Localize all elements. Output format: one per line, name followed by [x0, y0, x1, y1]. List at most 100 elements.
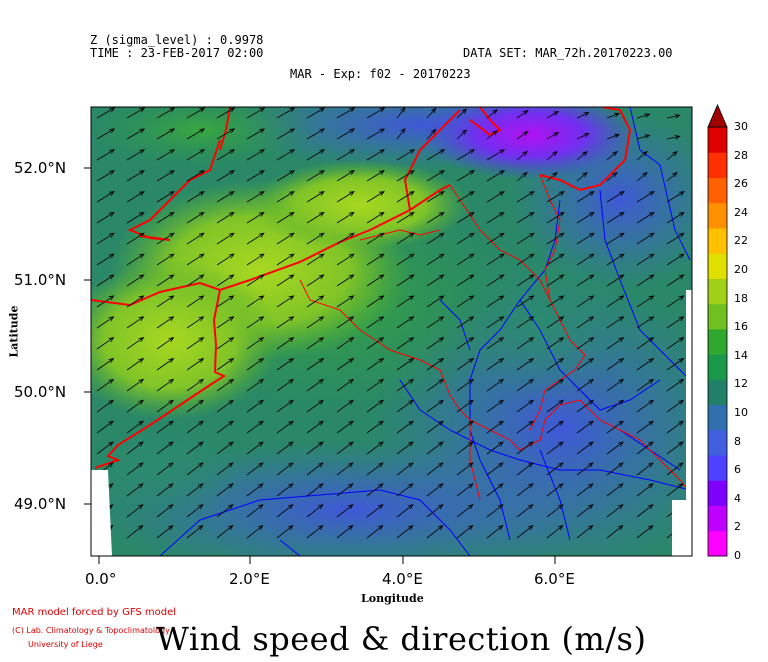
wind-arrow: [636, 150, 648, 161]
wind-arrow: [486, 316, 505, 329]
wind-arrow: [276, 170, 295, 182]
wind-arrow: [186, 211, 205, 224]
wind-arrow: [516, 336, 535, 350]
wind-arrow: [516, 131, 529, 140]
wind-arrow: [486, 274, 505, 287]
wind-arrow: [606, 133, 621, 140]
wind-arrow: [276, 357, 295, 371]
wind-arrow: [306, 295, 325, 308]
wind-arrow: [576, 524, 594, 539]
wind-arrow: [216, 107, 236, 119]
wind-arrow: [186, 524, 204, 539]
wind-arrow: [576, 399, 595, 413]
wind-arrow: [126, 420, 144, 434]
wind-arrow: [96, 232, 115, 245]
wind-arrow: [516, 253, 535, 266]
wind-arrow: [576, 295, 595, 308]
wind-arrow: [396, 378, 415, 392]
wind-arrow: [306, 462, 324, 476]
wind-arrow: [606, 253, 625, 266]
wind-arrow: [486, 109, 498, 119]
wind-arrow: [276, 504, 294, 518]
wind-arrow: [276, 295, 295, 308]
wind-arrow: [426, 149, 446, 161]
axis-ticks: [84, 167, 556, 564]
wind-arrow: [336, 524, 354, 539]
wind-arrow: [666, 378, 685, 392]
colorbar-label: 8: [734, 434, 741, 448]
wind-arrow: [666, 114, 681, 119]
wind-arrow: [456, 504, 474, 518]
colorbar-swatch: [708, 227, 727, 254]
wind-arrow: [426, 420, 444, 434]
y-tick-label: 50.0°N: [14, 383, 67, 401]
wind-arrow: [396, 316, 415, 329]
wind-arrow: [486, 253, 505, 266]
wind-arrow: [186, 357, 205, 371]
wind-arrow: [576, 132, 590, 140]
wind-arrow: [246, 107, 266, 119]
wind-arrow: [666, 462, 684, 476]
wind-arrow: [96, 211, 115, 224]
wind-arrow: [486, 462, 504, 476]
wind-arrow: [96, 253, 115, 266]
wind-arrow: [366, 524, 384, 539]
wind-arrow: [636, 232, 655, 245]
wind-arrow: [516, 462, 534, 476]
colorbar-label: 12: [734, 377, 748, 391]
wind-arrow: [666, 420, 684, 434]
wind-arrow: [216, 462, 234, 476]
wind-arrow: [276, 336, 295, 350]
wind-arrow: [426, 357, 445, 371]
wind-arrow: [306, 253, 325, 266]
wind-arrow: [606, 462, 624, 476]
wind-arrow: [126, 378, 145, 392]
wind-arrow: [636, 524, 654, 539]
plot-title: Wind speed & direction (m/s): [156, 620, 647, 658]
wind-arrow: [426, 441, 444, 455]
colorbar-label: 16: [734, 320, 748, 334]
wind-arrow: [366, 295, 385, 308]
wind-arrow: [336, 504, 354, 518]
wind-arrow: [546, 232, 565, 245]
wind-arrow: [606, 420, 624, 434]
colorbar-swatch: [708, 505, 727, 532]
wind-arrow: [96, 107, 116, 119]
time-label: TIME : 23-FEB-2017 02:00: [90, 46, 264, 60]
wind-arrow: [246, 357, 265, 371]
wind-arrow: [246, 128, 266, 140]
wind-arrow: [96, 149, 116, 161]
wind-arrow: [456, 274, 475, 287]
wind-arrow: [96, 336, 115, 350]
wind-arrow: [336, 399, 355, 413]
wind-arrow: [426, 211, 445, 224]
wind-arrow: [96, 128, 116, 140]
wind-arrow: [276, 253, 295, 266]
wind-arrow: [306, 211, 325, 224]
wind-arrow: [216, 357, 235, 371]
wind-arrow: [366, 316, 385, 329]
wind-arrow: [396, 170, 415, 182]
wind-arrow: [516, 211, 535, 224]
y-tick-label: 51.0°N: [14, 271, 67, 289]
wind-arrow: [366, 149, 386, 161]
wind-arrow: [426, 107, 437, 119]
wind-arrow: [246, 336, 265, 350]
wind-arrow: [246, 190, 265, 203]
wind-arrow: [576, 111, 590, 119]
wind-arrow: [366, 128, 386, 140]
wind-arrow: [636, 171, 648, 182]
wind-arrow: [666, 232, 685, 245]
wind-arrow: [186, 128, 206, 140]
wind-arrow: [126, 504, 144, 518]
wind-arrow: [426, 336, 445, 350]
wind-arrow: [516, 441, 534, 455]
wind-arrow: [426, 524, 444, 539]
colorbar-label: 2: [734, 520, 741, 534]
wind-arrow: [456, 253, 475, 266]
wind-arrow: [366, 232, 385, 245]
wind-arrow: [576, 336, 595, 350]
colorbar-label: 0: [734, 549, 741, 562]
colorbar-label: 10: [734, 406, 748, 419]
